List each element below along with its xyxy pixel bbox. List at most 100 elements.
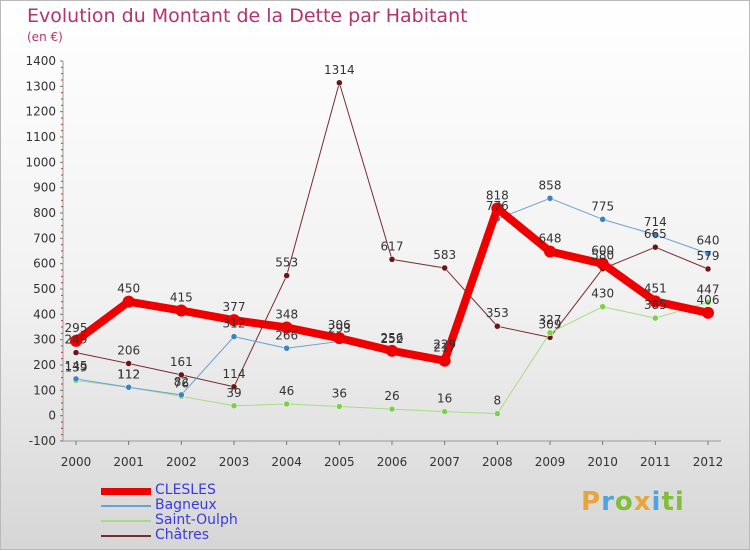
data-point [704, 265, 712, 273]
y-tick-label: 1400 [25, 54, 56, 68]
data-label: 450 [117, 282, 140, 296]
data-point [441, 264, 448, 272]
y-tick-label: 400 [33, 307, 56, 321]
data-point [546, 329, 554, 337]
y-tick-label: 1100 [25, 130, 56, 144]
data-label: 293 [328, 321, 351, 335]
data-point [283, 272, 290, 279]
data-label: 714 [644, 215, 667, 229]
data-point [652, 231, 659, 239]
data-point [652, 314, 659, 322]
data-point [283, 345, 290, 352]
data-label: 348 [275, 308, 298, 322]
legend-label: Châtres [155, 527, 210, 543]
x-tick-label: 2001 [113, 455, 144, 469]
data-label: 1314 [324, 63, 355, 77]
data-label: 295 [65, 321, 88, 335]
data-point [596, 257, 609, 270]
data-point [72, 349, 80, 356]
data-point [704, 250, 712, 257]
proxiti-logo: Proxiti [581, 487, 685, 517]
y-tick-label: 0 [48, 409, 56, 423]
data-point [336, 79, 343, 87]
data-label: 600 [591, 244, 614, 258]
data-label: 39 [226, 386, 241, 400]
data-label: 139 [65, 360, 88, 374]
data-label: 36 [332, 387, 347, 401]
data-point [599, 303, 606, 310]
legend-label: CLESLES [155, 482, 216, 498]
data-label: 8 [494, 394, 502, 408]
legend-label: Bagneux [155, 497, 217, 513]
data-label: 858 [539, 178, 562, 192]
legend-swatch [101, 505, 151, 507]
data-label: 327 [539, 313, 562, 327]
legend-swatch [101, 488, 151, 495]
data-point [441, 408, 448, 415]
y-tick-label: 700 [33, 231, 56, 245]
data-point [388, 405, 396, 413]
data-point [125, 384, 132, 391]
data-label: 617 [381, 239, 404, 253]
data-point [230, 402, 238, 410]
data-label: 579 [697, 249, 720, 263]
y-tick-label: 100 [33, 383, 56, 397]
data-label: 306 [328, 318, 351, 332]
data-label: 161 [170, 355, 193, 369]
data-label: 312 [223, 317, 246, 331]
data-point [72, 375, 80, 383]
y-tick-label: 1000 [25, 155, 56, 169]
legend-swatch [101, 520, 151, 522]
data-label: 112 [117, 367, 140, 381]
data-label: 553 [275, 256, 298, 270]
data-label: 353 [486, 306, 509, 320]
x-tick-label: 2008 [482, 455, 513, 469]
x-tick-label: 2003 [219, 455, 250, 469]
data-label: 447 [697, 282, 720, 296]
data-point [336, 403, 343, 410]
x-tick-label: 2004 [271, 455, 302, 469]
x-tick-label: 2010 [587, 455, 618, 469]
data-point [494, 410, 501, 417]
data-point [491, 202, 504, 215]
series-clesles [70, 202, 714, 367]
data-label: 385 [644, 298, 667, 312]
legend-swatch [101, 535, 151, 537]
data-label: 580 [591, 249, 614, 263]
data-point [386, 344, 398, 357]
data-label: 583 [433, 248, 456, 262]
y-tick-label: 500 [33, 282, 56, 296]
data-label: 145 [65, 359, 88, 373]
data-point [704, 299, 712, 306]
data-point [230, 333, 238, 340]
data-label: 206 [117, 343, 140, 357]
data-label: 415 [170, 291, 193, 305]
data-label: 256 [381, 331, 404, 345]
data-label: 16 [437, 392, 452, 406]
y-tick-label: -100 [29, 434, 56, 448]
data-label: 406 [697, 293, 720, 307]
chart-title: Evolution du Montant de la Dette par Hab… [27, 5, 468, 27]
data-label: 818 [486, 188, 509, 202]
data-point [175, 304, 188, 317]
data-label: 776 [486, 199, 509, 213]
data-point [546, 195, 554, 202]
data-label: 665 [644, 227, 667, 241]
data-point [649, 295, 662, 308]
x-tick-label: 2006 [377, 455, 408, 469]
y-tick-label: 900 [33, 181, 56, 195]
data-label: 229 [433, 338, 456, 352]
data-label: 112 [117, 367, 140, 381]
x-tick-label: 2011 [640, 455, 671, 469]
y-tick-label: 300 [33, 333, 56, 347]
data-point [333, 332, 346, 345]
data-point [652, 243, 659, 251]
data-label: 648 [539, 232, 562, 246]
y-tick-label: 200 [33, 358, 56, 372]
data-label: 252 [381, 332, 404, 346]
data-point [702, 306, 714, 319]
data-point [599, 216, 606, 223]
data-point [228, 314, 240, 327]
data-label: 775 [591, 199, 614, 213]
